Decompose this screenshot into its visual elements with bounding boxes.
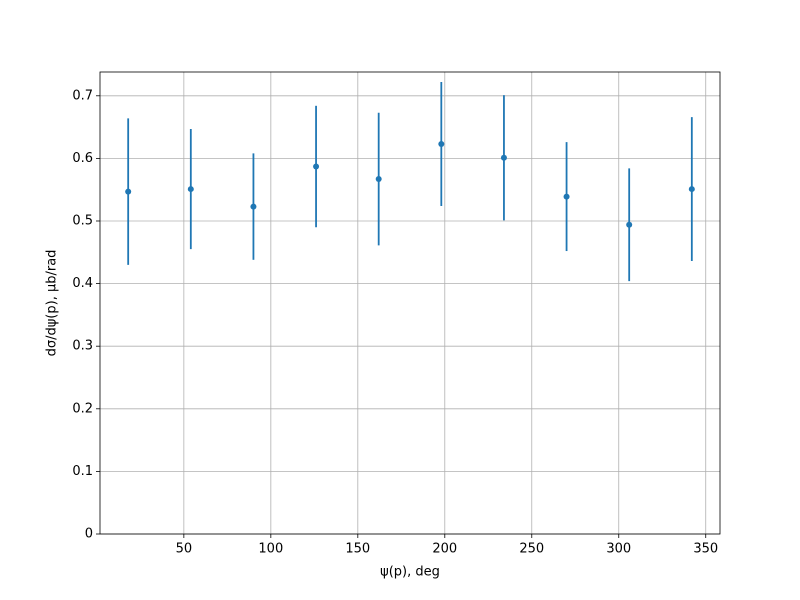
data-point: [438, 140, 445, 147]
data-point: [375, 176, 382, 183]
y-tick-label: 0: [85, 527, 93, 542]
y-axis-label: dσ/dψ(p), μb/rad: [45, 250, 60, 357]
x-axis-label: ψ(p), deg: [380, 565, 440, 580]
y-tick-label: 0.1: [72, 464, 93, 479]
data-point: [500, 154, 507, 161]
y-tick-label: 0.6: [72, 151, 93, 166]
y-tick-label: 0.3: [72, 339, 93, 354]
x-tick-label: 200: [432, 542, 457, 557]
y-tick-label: 0.4: [72, 276, 93, 291]
data-point: [250, 203, 257, 210]
plot-frame: [99, 71, 721, 535]
x-tick-label: 150: [345, 542, 370, 557]
y-tick-label: 0.5: [72, 213, 93, 228]
data-point: [626, 221, 633, 228]
y-tick-label: 0.7: [72, 88, 93, 103]
y-tick-label: 0.2: [72, 401, 93, 416]
data-point: [187, 186, 194, 193]
x-tick-label: 350: [693, 542, 718, 557]
x-tick-label: 50: [176, 542, 193, 557]
data-point: [688, 186, 695, 193]
data-point: [563, 193, 570, 200]
x-tick-label: 300: [606, 542, 631, 557]
x-tick-label: 100: [258, 542, 283, 557]
data-point: [125, 188, 132, 195]
x-tick-label: 250: [519, 542, 544, 557]
data-point: [313, 163, 320, 170]
